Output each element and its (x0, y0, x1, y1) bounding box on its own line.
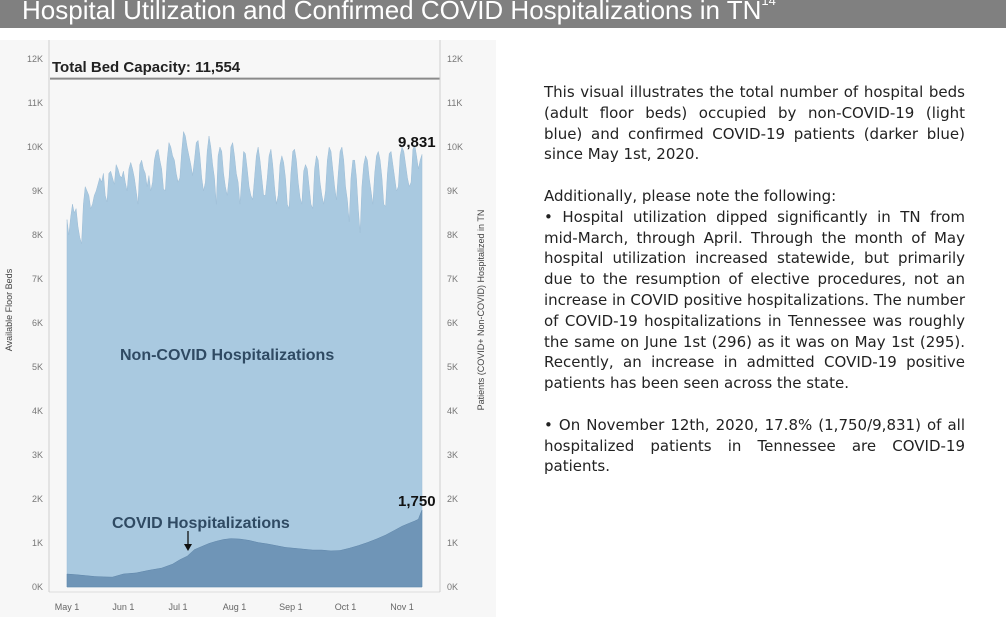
y-tick-right: 1K (447, 538, 458, 548)
y-tick-left: 4K (32, 406, 43, 416)
capacity-label: Total Bed Capacity: 11,554 (52, 59, 241, 76)
y-tick-right: 5K (447, 362, 458, 372)
y-tick-right: 2K (447, 494, 458, 504)
page-title: Hospital Utilization and Confirmed COVID… (22, 0, 776, 26)
title-bar: Hospital Utilization and Confirmed COVID… (0, 0, 1006, 28)
left-axis: 0K 1K 2K 3K 4K 5K 6K 7K 8K 9K 10K 11K 12K (27, 54, 43, 592)
y-tick-left: 11K (28, 98, 43, 108)
right-axis: 0K 1K 2K 3K 4K 5K 6K 7K 8K 9K 10K 11K 12K (447, 54, 463, 592)
y-tick-left: 8K (32, 230, 43, 240)
y-tick-right: 11K (447, 98, 462, 108)
x-tick: Oct 1 (335, 602, 357, 612)
x-tick: Jun 1 (112, 602, 134, 612)
title-footnote: 14 (761, 0, 776, 9)
covid-hospitalized-area (66, 509, 423, 588)
y-tick-left: 0K (32, 582, 43, 592)
x-axis: May 1 Jun 1 Jul 1 Aug 1 Sep 1 Oct 1 Nov 1 (55, 602, 414, 612)
x-tick: May 1 (55, 602, 80, 612)
description-panel: This visual illustrates the total number… (544, 82, 965, 498)
covid-label: COVID Hospitalizations (112, 515, 290, 532)
left-axis-title: Available Floor Beds (4, 268, 14, 351)
description-additional: Additionally, please note the following: (544, 186, 837, 205)
y-tick-right: 10K (447, 142, 463, 152)
description-bullet-1: • Hospital utilization dipped significan… (544, 207, 966, 393)
covid-arrow (184, 531, 192, 551)
x-tick: Jul 1 (169, 602, 188, 612)
y-tick-left: 9K (32, 186, 43, 196)
y-tick-left: 6K (32, 318, 43, 328)
x-tick: Sep 1 (279, 602, 303, 612)
chart-svg: 0K 1K 2K 3K 4K 5K 6K 7K 8K 9K 10K 11K 12K 0K 1K 2K 3K 4K… (4, 40, 486, 612)
x-tick: Aug 1 (223, 602, 247, 612)
y-tick-right: 7K (447, 274, 458, 284)
chart-panel: 0K 1K 2K 3K 4K 5K 6K 7K 8K 9K 10K 11K 12K 0K 1K 2K 3K 4K… (0, 40, 496, 617)
y-tick-left: 5K (32, 362, 43, 372)
total-end-label: 9,831 (398, 134, 436, 151)
y-tick-left: 3K (32, 450, 43, 460)
total-hospitalized-area (66, 131, 423, 588)
right-axis-title: Patients (COVID+ Non-COVID) Hospitalized… (476, 210, 486, 411)
y-tick-right: 8K (447, 230, 458, 240)
y-tick-left: 12K (27, 54, 43, 64)
covid-end-label: 1,750 (398, 493, 436, 510)
y-tick-right: 9K (447, 186, 458, 196)
y-tick-left: 1K (32, 538, 43, 548)
y-tick-right: 4K (447, 406, 458, 416)
y-tick-right: 12K (447, 54, 463, 64)
description-intro: This visual illustrates the total number… (544, 83, 965, 164)
description-bullet-2: • On November 12th, 2020, 17.8% (1,750/9… (544, 415, 965, 476)
y-tick-right: 6K (447, 318, 458, 328)
y-tick-right: 3K (447, 450, 458, 460)
y-tick-right: 0K (447, 582, 458, 592)
non-covid-label: Non-COVID Hospitalizations (120, 347, 334, 364)
y-tick-left: 10K (27, 142, 43, 152)
x-tick: Nov 1 (390, 602, 414, 612)
y-tick-left: 2K (32, 494, 43, 504)
y-tick-left: 7K (32, 274, 43, 284)
